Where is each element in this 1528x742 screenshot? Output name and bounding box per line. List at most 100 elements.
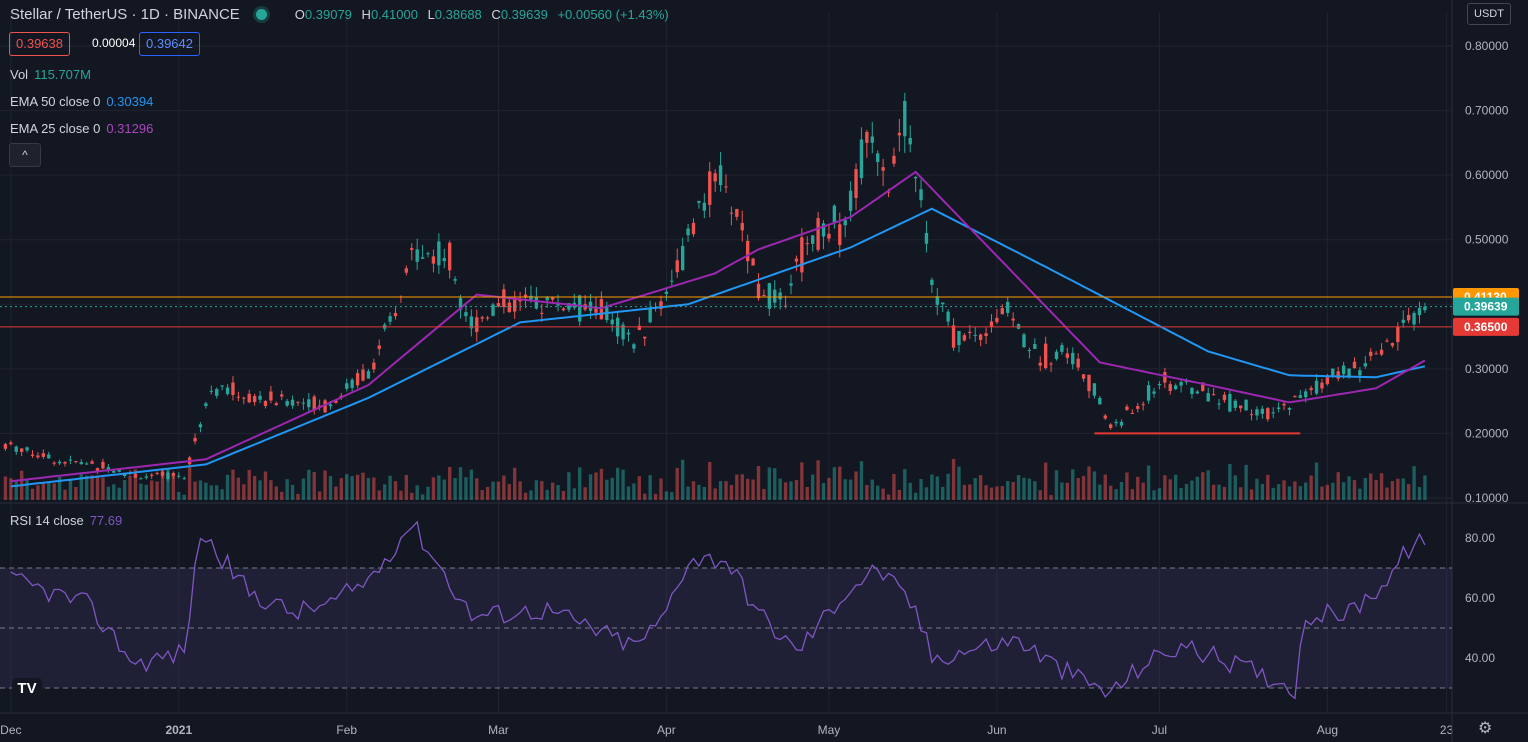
candle-body xyxy=(1098,397,1102,405)
volume-bar xyxy=(204,482,208,500)
candle-body xyxy=(675,260,679,273)
candle-body xyxy=(1304,391,1308,398)
candle-body xyxy=(1108,424,1113,428)
volume-bar xyxy=(615,467,620,500)
candle-body xyxy=(404,268,409,273)
volume-bar xyxy=(1249,489,1254,500)
candle-body xyxy=(897,132,902,136)
collapse-legend-button[interactable]: ^ xyxy=(9,143,41,167)
candle-body xyxy=(231,382,235,395)
candle-body xyxy=(475,317,479,332)
volume-bar xyxy=(708,461,712,500)
symbol-title[interactable]: Stellar / TetherUS · 1D · BINANCE xyxy=(10,6,240,23)
volume-bar xyxy=(377,490,381,500)
high-value: 0.41000 xyxy=(370,7,418,22)
candle-body xyxy=(1201,382,1205,391)
rsi-legend[interactable]: RSI 14 close 77.69 xyxy=(10,513,122,528)
candle-body xyxy=(838,224,842,246)
ema25-legend[interactable]: EMA 25 close 0 0.31296 xyxy=(10,121,153,136)
volume-bar xyxy=(301,478,306,500)
volume-bar xyxy=(599,468,604,500)
volume-bar xyxy=(1174,474,1178,500)
candle-body xyxy=(1287,408,1292,410)
volume-bar xyxy=(74,486,78,500)
volume-bar xyxy=(811,474,815,500)
candle-body xyxy=(876,153,880,162)
volume-bar xyxy=(984,485,988,500)
volume-bar xyxy=(47,482,51,500)
candle-body xyxy=(296,401,300,403)
currency-selector[interactable]: USDT xyxy=(1467,3,1511,25)
sell-price-button[interactable]: 0.39638 xyxy=(9,32,70,56)
volume-bar xyxy=(892,473,896,500)
candle-body xyxy=(372,362,376,370)
close-value: 0.39639 xyxy=(500,7,548,22)
volume-bar xyxy=(1336,472,1340,500)
buy-price-button[interactable]: 0.39642 xyxy=(139,32,200,56)
volume-bar xyxy=(1000,486,1004,500)
volume-bar xyxy=(946,473,950,500)
candle-body xyxy=(431,256,436,264)
volume-bar xyxy=(957,466,961,500)
y-tick-label: 0.60000 xyxy=(1465,168,1509,182)
candle-body xyxy=(507,302,511,313)
volume-bar xyxy=(876,485,880,500)
volume-bar xyxy=(1412,466,1416,500)
y-tick-label: 0.50000 xyxy=(1465,233,1509,247)
price-label-box xyxy=(1453,317,1519,336)
volume-bar xyxy=(193,481,197,500)
volume-bar xyxy=(393,481,398,500)
rsi-tick-label: 40.00 xyxy=(1465,651,1495,665)
candle-body xyxy=(117,468,121,472)
candle-body xyxy=(52,462,56,464)
volume-bar xyxy=(1341,482,1346,500)
candle-body xyxy=(1228,393,1232,412)
volume-bar xyxy=(626,486,631,500)
volume-bar xyxy=(458,467,463,500)
candle-body xyxy=(285,400,289,406)
volume-legend[interactable]: Vol 115.707M xyxy=(10,67,91,82)
volume-bar xyxy=(583,487,587,500)
volume-bar xyxy=(1309,475,1313,500)
candle-body xyxy=(1092,383,1097,396)
candle-body xyxy=(578,295,582,322)
volume-bar xyxy=(821,482,826,500)
volume-bar xyxy=(507,484,511,500)
volume-bar xyxy=(854,471,858,500)
candle-body xyxy=(957,330,961,346)
candle-body xyxy=(1282,403,1286,406)
volume-bar xyxy=(14,481,18,500)
volume-bar xyxy=(345,474,349,500)
price-label: 0.39639 xyxy=(1464,300,1508,314)
tradingview-logo-icon[interactable]: TV xyxy=(12,678,42,700)
ema50-legend[interactable]: EMA 50 close 0 0.30394 xyxy=(10,94,153,109)
volume-bar xyxy=(897,489,902,500)
volume-bar xyxy=(718,481,723,500)
candle-body xyxy=(198,424,203,428)
candle-body xyxy=(437,241,441,266)
candle-body xyxy=(1341,365,1346,375)
candle-body xyxy=(95,468,100,472)
volume-bar xyxy=(339,478,344,500)
gear-icon[interactable]: ⚙ xyxy=(1478,720,1493,737)
candle-body xyxy=(1206,393,1210,402)
volume-bar xyxy=(252,476,257,500)
volume-bar xyxy=(1423,475,1427,500)
volume-bar xyxy=(827,477,831,500)
candle-body xyxy=(1163,372,1167,383)
volume-bar xyxy=(1314,462,1319,500)
volume-bar xyxy=(171,474,176,500)
price-label-box xyxy=(1453,297,1519,316)
volume-bar xyxy=(247,469,251,500)
volume-bar xyxy=(789,481,793,500)
volume-bar xyxy=(643,493,647,500)
volume-bar xyxy=(865,485,869,500)
ema50-label: EMA 50 close 0 xyxy=(10,94,101,109)
y-tick-label: 0.70000 xyxy=(1465,104,1509,118)
candle-body xyxy=(626,332,631,335)
candle-body xyxy=(220,385,224,387)
volume-bar xyxy=(1266,474,1270,500)
volume-bar xyxy=(1282,480,1286,500)
volume-bar xyxy=(1146,465,1151,500)
